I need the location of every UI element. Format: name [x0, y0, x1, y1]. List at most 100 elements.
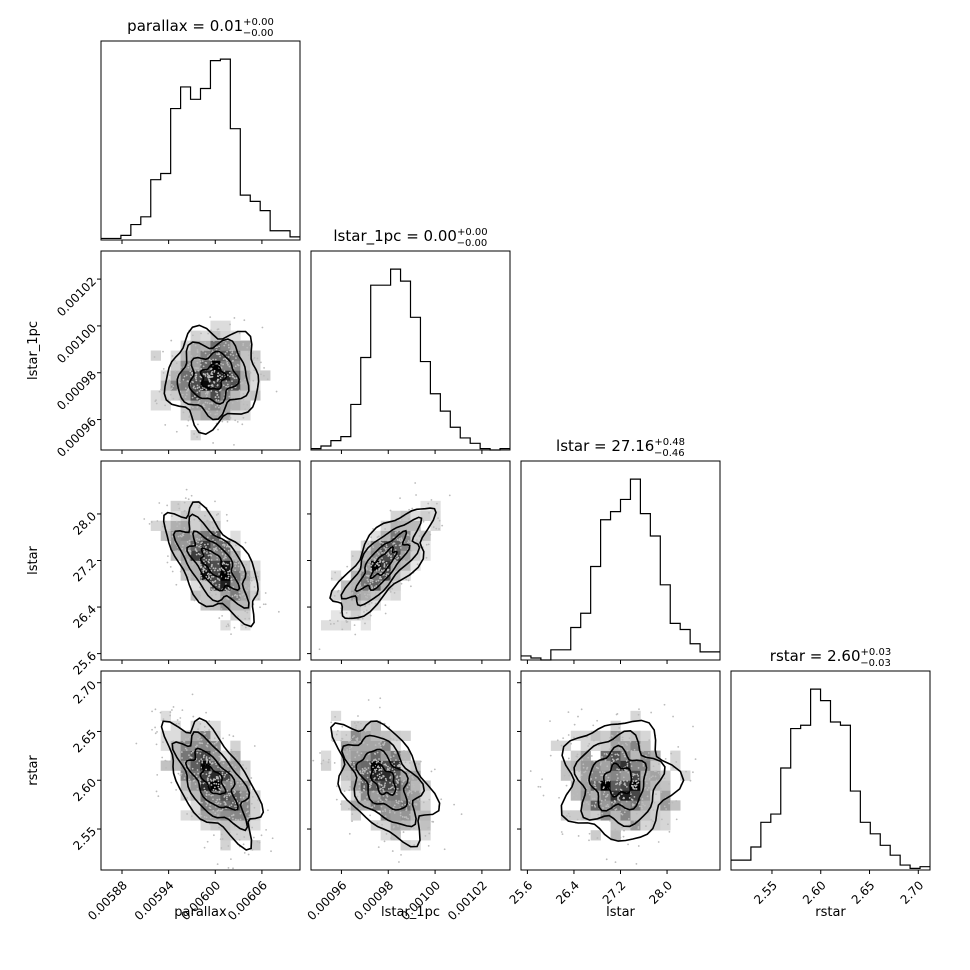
sample-point [354, 633, 357, 636]
sample-point [410, 810, 413, 813]
density-cell [370, 770, 381, 781]
density-cell [190, 520, 201, 531]
sample-point [191, 396, 194, 399]
sample-point [692, 725, 694, 728]
sample-point [408, 803, 411, 806]
sample-point [435, 527, 438, 530]
sample-point [184, 396, 187, 398]
density-cell [180, 550, 191, 561]
sample-point [350, 761, 352, 764]
sample-point [192, 381, 194, 384]
density-cell [250, 370, 261, 381]
density-cell [200, 720, 211, 731]
sample-point [212, 834, 215, 837]
panel-content [150, 316, 278, 446]
sample-point [412, 785, 415, 788]
sample-point [219, 838, 222, 841]
sample-point [614, 828, 617, 831]
density-cell [240, 560, 251, 571]
sample-point [219, 388, 222, 391]
sample-point [222, 762, 225, 765]
sample-point [214, 390, 217, 393]
sample-point [196, 350, 199, 353]
sample-point [159, 711, 162, 714]
sample-point [181, 393, 184, 396]
sample-point [396, 781, 399, 784]
sample-point [201, 360, 204, 363]
density-cell [200, 780, 211, 791]
sample-point [196, 751, 199, 754]
histogram-bar [440, 411, 450, 450]
sample-point [217, 814, 219, 817]
sample-point [588, 742, 591, 745]
sample-point [594, 786, 597, 789]
sample-point [257, 575, 259, 578]
sample-point [599, 781, 602, 784]
sample-point [636, 773, 639, 776]
sample-point [430, 499, 433, 501]
sample-point [398, 522, 401, 524]
sample-point [205, 761, 208, 764]
sample-point [224, 803, 227, 806]
sample-point [249, 371, 252, 374]
sample-point [249, 575, 252, 578]
sample-point [199, 752, 202, 755]
sample-point [218, 579, 221, 581]
density-cell [230, 350, 241, 361]
sample-point [402, 831, 405, 833]
sample-point [220, 784, 223, 787]
sample-point [224, 418, 226, 421]
axes-frame [310, 250, 511, 451]
sample-point [438, 528, 440, 530]
sample-point [356, 737, 359, 740]
sample-point [223, 784, 226, 787]
sample-point [585, 801, 588, 804]
density-cell [180, 810, 191, 821]
sample-point [635, 788, 638, 790]
sample-point [247, 354, 250, 357]
sample-point [216, 346, 218, 349]
sample-point [399, 554, 402, 557]
density-cell [260, 370, 271, 381]
sample-point [576, 792, 579, 795]
sample-point [404, 562, 406, 565]
sample-point [378, 797, 380, 800]
sample-point [208, 729, 211, 731]
sample-point [626, 780, 629, 782]
title-minus: −0.03 [860, 658, 891, 669]
contour-level [354, 529, 411, 593]
axes-frame [730, 670, 931, 871]
density-cell [200, 540, 211, 551]
sample-point [164, 424, 167, 426]
sample-point [202, 403, 205, 406]
sample-point [379, 697, 382, 700]
panel-rstar-vs-lstar [520, 670, 721, 871]
sample-point [196, 416, 199, 419]
sample-point [359, 584, 362, 587]
sample-point [206, 393, 209, 395]
sample-point [197, 738, 199, 740]
sample-point [229, 561, 232, 564]
density-cell [430, 520, 441, 531]
density-cell [370, 550, 381, 561]
sample-point [211, 370, 214, 373]
sample-point [664, 757, 667, 760]
sample-point [384, 604, 387, 607]
sample-point [383, 786, 386, 788]
sample-point [645, 825, 647, 827]
density-cell [340, 770, 352, 781]
sample-point [179, 554, 181, 557]
sample-point [217, 578, 219, 580]
sample-point [398, 763, 401, 766]
sample-point [227, 386, 230, 388]
sample-point [567, 757, 570, 760]
sample-point [408, 791, 411, 794]
sample-point [210, 329, 212, 332]
sample-point [167, 555, 169, 558]
histogram-bar [280, 231, 290, 240]
sample-point [350, 584, 352, 587]
sample-point [612, 760, 615, 763]
sample-point [207, 543, 209, 546]
sample-point [667, 823, 669, 826]
sample-point [185, 393, 188, 396]
